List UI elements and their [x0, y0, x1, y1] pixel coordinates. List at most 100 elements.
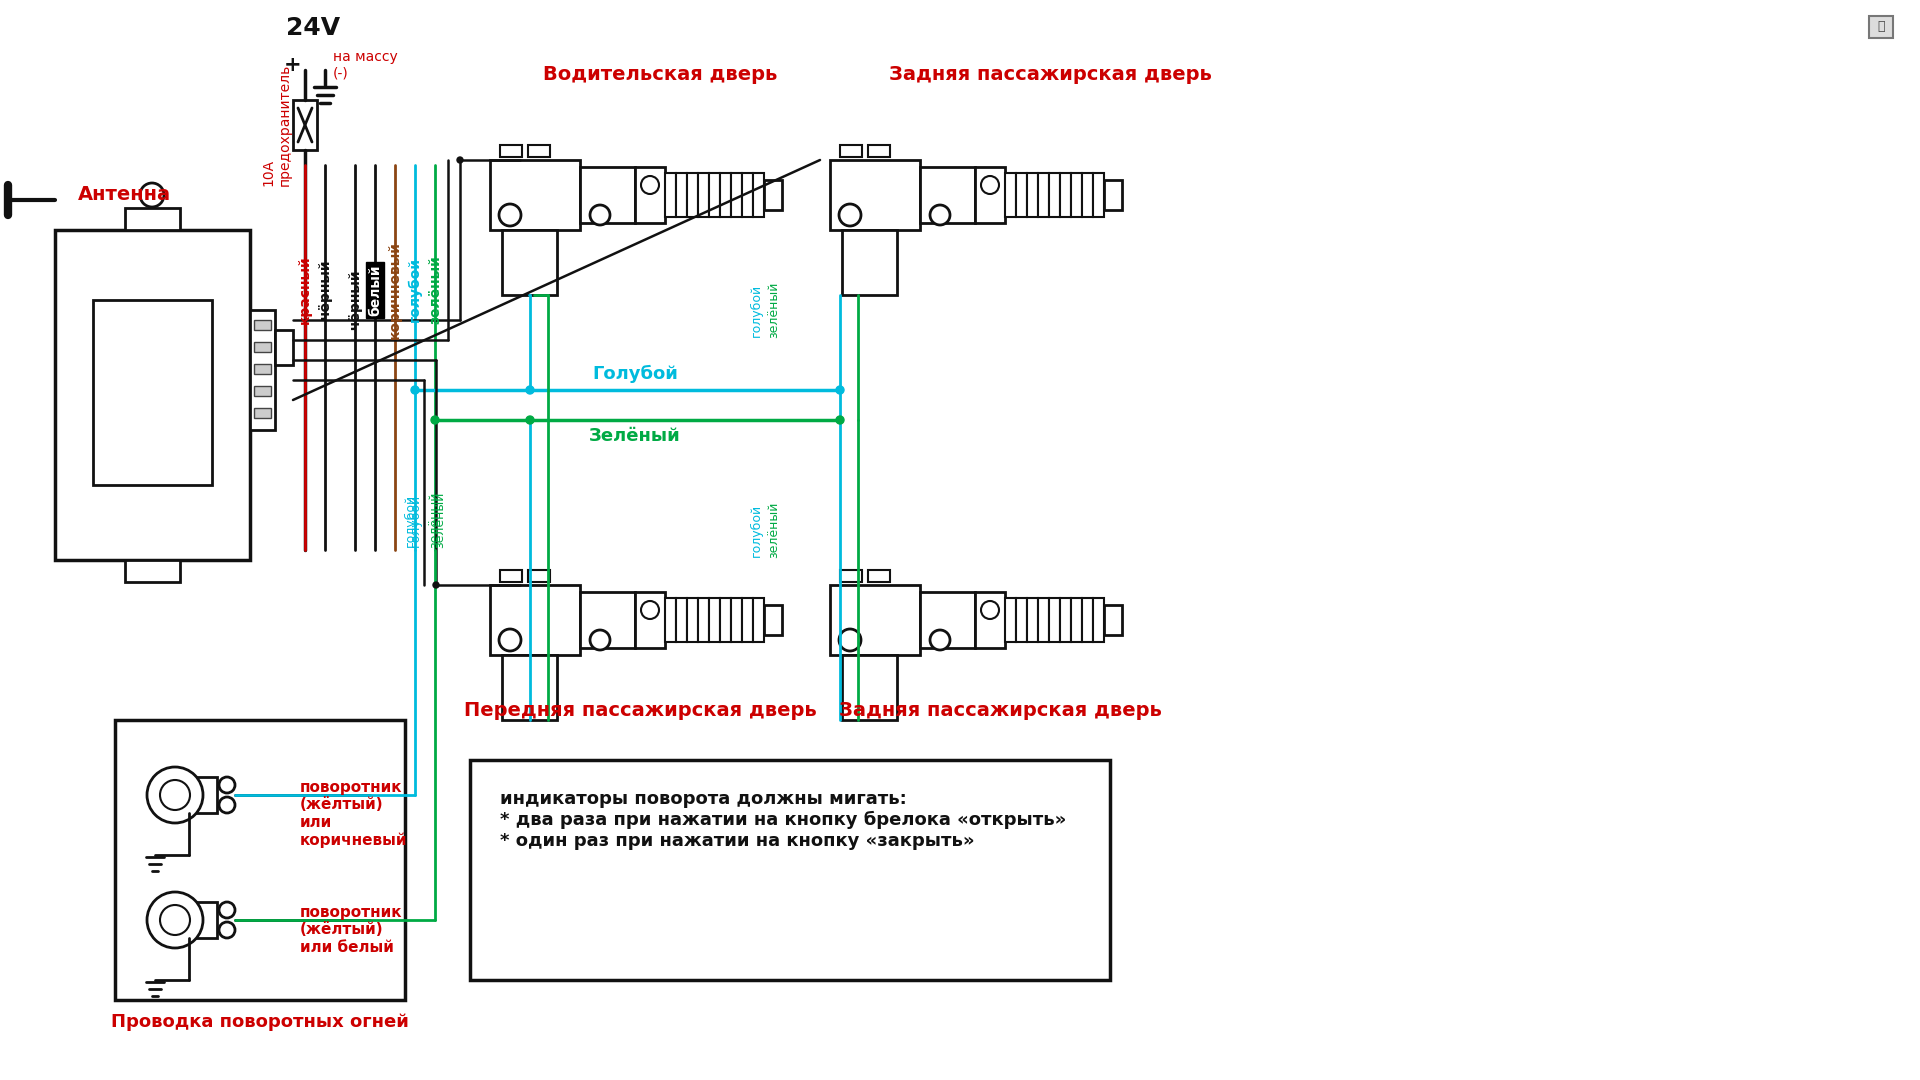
Text: Водительская дверь: Водительская дверь [543, 66, 778, 84]
Bar [708, 173, 720, 217]
Bar [699, 173, 708, 217]
Text: голубой: голубой [403, 494, 417, 546]
Text: зелёный: зелёный [434, 491, 447, 549]
Bar [741, 173, 753, 217]
Bar [1039, 173, 1048, 217]
Bar [664, 173, 676, 217]
Bar [470, 760, 1110, 980]
Bar [528, 145, 549, 157]
Bar [253, 320, 271, 330]
Bar [499, 570, 522, 582]
Circle shape [835, 416, 845, 424]
Text: поворотник
(жёлтый)
или белый: поворотник (жёлтый) или белый [300, 905, 403, 955]
Text: голубой: голубой [407, 257, 422, 323]
Bar [636, 167, 664, 222]
Bar [753, 598, 764, 642]
Bar [1027, 173, 1039, 217]
Circle shape [219, 797, 234, 813]
Bar [499, 145, 522, 157]
Text: Зелёный: Зелёный [589, 427, 682, 445]
Bar [868, 570, 891, 582]
Text: зелёный: зелёный [768, 502, 781, 558]
Bar [843, 654, 897, 720]
Bar [676, 173, 687, 217]
Text: Проводка поворотных огней: Проводка поворотных огней [111, 1013, 409, 1031]
Text: поворотник
(жёлтый)
или
коричневый: поворотник (жёлтый) или коричневый [300, 780, 407, 848]
Text: 10А
предохранитель: 10А предохранитель [261, 64, 292, 186]
Circle shape [526, 386, 534, 394]
Circle shape [589, 630, 611, 650]
Bar [920, 167, 975, 222]
Circle shape [219, 922, 234, 939]
Bar [664, 598, 676, 642]
Text: зелёный: зелёный [428, 256, 442, 324]
Circle shape [457, 157, 463, 163]
Circle shape [148, 892, 204, 948]
Text: голубой: голубой [409, 494, 422, 546]
Bar [720, 173, 732, 217]
Bar [764, 180, 781, 210]
Circle shape [411, 386, 419, 394]
Bar [841, 570, 862, 582]
Bar [1004, 173, 1016, 217]
Text: коричневый: коричневый [388, 241, 401, 339]
Bar [125, 561, 180, 582]
Bar [1060, 173, 1071, 217]
Circle shape [434, 582, 440, 588]
Bar [188, 902, 217, 939]
Bar [115, 720, 405, 1000]
Circle shape [589, 205, 611, 225]
Bar [490, 160, 580, 230]
Bar [490, 585, 580, 654]
Circle shape [219, 902, 234, 918]
Bar [125, 208, 180, 230]
Bar [676, 598, 687, 642]
Circle shape [981, 600, 998, 619]
Bar [1868, 16, 1893, 38]
Text: на массу
(-): на массу (-) [332, 50, 397, 80]
Circle shape [929, 630, 950, 650]
Bar [1104, 605, 1121, 635]
Bar [1104, 180, 1121, 210]
Circle shape [981, 176, 998, 194]
Circle shape [219, 777, 234, 793]
Text: Голубой: Голубой [591, 365, 678, 383]
Bar [1016, 173, 1027, 217]
Text: Антенна: Антенна [79, 186, 171, 204]
Text: голубой: голубой [749, 283, 762, 337]
Bar [841, 145, 862, 157]
Text: индикаторы поворота должны мигать:
* два раза при нажатии на кнопку брелока «отк: индикаторы поворота должны мигать: * два… [499, 789, 1066, 850]
Text: +: + [284, 55, 301, 75]
Text: голубой: голубой [749, 503, 762, 556]
Text: белый: белый [369, 265, 382, 315]
Bar [1048, 173, 1060, 217]
Circle shape [839, 629, 860, 651]
Bar [868, 145, 891, 157]
Text: красный: красный [298, 256, 311, 324]
Bar [687, 173, 699, 217]
Bar [1092, 173, 1104, 217]
Bar [843, 230, 897, 295]
Bar [250, 310, 275, 430]
Bar [741, 598, 753, 642]
Bar [829, 585, 920, 654]
Bar [732, 598, 741, 642]
Circle shape [835, 386, 845, 394]
Circle shape [839, 204, 860, 226]
Bar [1071, 173, 1083, 217]
Bar [1039, 598, 1048, 642]
Bar [1016, 598, 1027, 642]
Bar [975, 167, 1004, 222]
Text: чёрный: чёрный [319, 260, 332, 321]
Circle shape [526, 416, 534, 424]
Circle shape [159, 780, 190, 810]
Bar [975, 592, 1004, 648]
Bar [580, 592, 636, 648]
Text: зелёный: зелёный [768, 282, 781, 338]
Bar [732, 173, 741, 217]
Bar [699, 598, 708, 642]
Bar [1083, 598, 1092, 642]
Bar [294, 100, 317, 150]
Bar [636, 592, 664, 648]
Bar [580, 167, 636, 222]
